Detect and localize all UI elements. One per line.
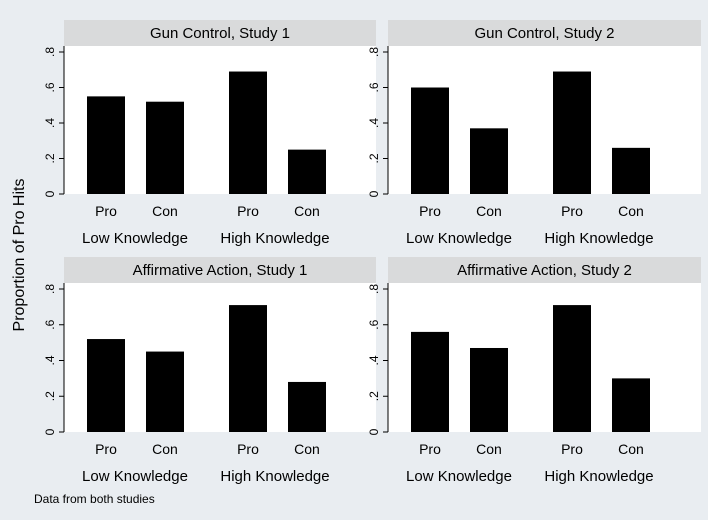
group-label: Low Knowledge	[82, 230, 188, 247]
category-label: Pro	[237, 441, 259, 457]
y-tick-label: .2	[43, 391, 57, 401]
y-tick-label: 0	[367, 428, 381, 435]
bar	[612, 378, 650, 432]
y-tick-label: .8	[43, 47, 57, 57]
panel-title: Affirmative Action, Study 1	[133, 262, 308, 279]
y-tick-label: .6	[367, 319, 381, 329]
bar	[553, 71, 591, 194]
category-label: Pro	[419, 441, 441, 457]
bar	[87, 339, 125, 432]
panel-header	[388, 257, 701, 283]
panel-header	[64, 257, 376, 283]
y-tick-label: .8	[367, 284, 381, 294]
y-tick-label: .4	[43, 118, 57, 128]
category-label: Con	[152, 441, 178, 457]
bar	[612, 147, 650, 194]
bar	[411, 331, 449, 432]
category-label: Pro	[237, 203, 259, 219]
category-label: Con	[618, 203, 644, 219]
group-label: Low Knowledge	[406, 468, 512, 485]
category-label: Con	[476, 203, 502, 219]
category-label: Pro	[95, 203, 117, 219]
category-label: Con	[476, 441, 502, 457]
bar	[288, 381, 326, 432]
category-label: Pro	[95, 441, 117, 457]
group-label: High Knowledge	[544, 230, 653, 247]
group-label: High Knowledge	[220, 230, 329, 247]
y-tick-label: 0	[43, 190, 57, 197]
panels: Gun Control, Study 1 0 .2 .4 .6 .8 Pro Con Pro Co…	[43, 20, 701, 485]
bar	[146, 101, 184, 194]
y-tick-label: .2	[367, 391, 381, 401]
y-tick-label: .6	[367, 82, 381, 92]
panel-3: Affirmative Action, Study 1 0 .2 .4 .6 .8 Pro C…	[43, 257, 376, 485]
y-tick-label: .4	[43, 355, 57, 365]
panel-title: Gun Control, Study 1	[150, 25, 290, 42]
group-label: Low Knowledge	[82, 468, 188, 485]
panel-header	[64, 20, 376, 46]
y-tick-label: .6	[43, 82, 57, 92]
category-label: Pro	[561, 203, 583, 219]
y-tick-label: .6	[43, 319, 57, 329]
category-label: Pro	[561, 441, 583, 457]
category-label: Pro	[419, 203, 441, 219]
y-tick-label: .8	[43, 284, 57, 294]
y-tick-label: .2	[43, 153, 57, 163]
panel-title: Affirmative Action, Study 2	[457, 262, 632, 279]
group-label: High Knowledge	[220, 468, 329, 485]
bar	[229, 71, 267, 194]
panel-4: Affirmative Action, Study 2 0 .2 .4 .6 .8 Pro C…	[367, 257, 701, 485]
bar	[411, 87, 449, 194]
panel-2: Gun Control, Study 2 0 .2 .4 .6 .8 Pro Con Pro Co…	[367, 20, 701, 247]
y-tick-label: 0	[43, 428, 57, 435]
bar	[87, 96, 125, 194]
group-label: Low Knowledge	[406, 230, 512, 247]
y-tick-label: .4	[367, 355, 381, 365]
y-tick-label: .4	[367, 118, 381, 128]
category-label: Con	[618, 441, 644, 457]
panel-header	[388, 20, 701, 46]
bar	[146, 351, 184, 432]
y-tick-label: 0	[367, 190, 381, 197]
category-label: Con	[152, 203, 178, 219]
y-axis-label: Proportion of Pro Hits	[11, 179, 28, 332]
category-label: Con	[294, 203, 320, 219]
category-label: Con	[294, 441, 320, 457]
bar	[470, 347, 508, 432]
panel-1: Gun Control, Study 1 0 .2 .4 .6 .8 Pro Con Pro Co…	[43, 20, 376, 247]
y-tick-label: .8	[367, 47, 381, 57]
bar	[553, 305, 591, 432]
footnote: Data from both studies	[34, 492, 155, 506]
y-tick-label: .2	[367, 153, 381, 163]
bar	[288, 149, 326, 194]
bar	[229, 305, 267, 432]
bar	[470, 128, 508, 194]
group-label: High Knowledge	[544, 468, 653, 485]
panel-title: Gun Control, Study 2	[474, 25, 614, 42]
